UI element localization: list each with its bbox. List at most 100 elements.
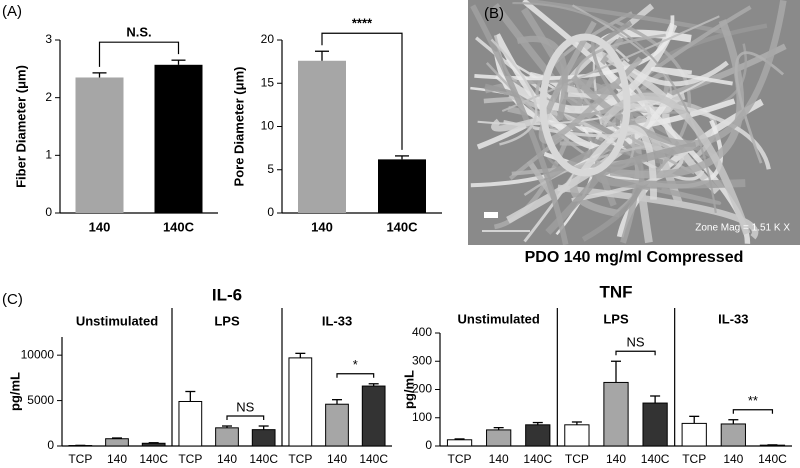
group-label: LPS xyxy=(603,311,629,326)
group-label: Unstimulated xyxy=(457,311,539,326)
x-tick-label: 140 xyxy=(606,452,626,466)
significance-bracket xyxy=(732,409,774,414)
y-tick-label: 10000 xyxy=(21,347,55,361)
significance-bracket xyxy=(615,350,656,356)
y-tick-label: 10 xyxy=(261,119,275,133)
y-tick-label: 2 xyxy=(45,90,52,104)
y-axis-label: Pore Diameter (μm) xyxy=(231,67,246,187)
x-tick-label: 140C xyxy=(249,452,278,466)
fiber xyxy=(491,113,554,132)
x-tick-label: 140C xyxy=(386,219,418,234)
bar xyxy=(251,429,276,447)
fiber xyxy=(599,92,751,235)
chart-title: IL-6 xyxy=(212,285,242,304)
bar xyxy=(603,381,629,447)
bar xyxy=(486,429,512,447)
y-tick-label: 200 xyxy=(412,382,432,396)
fiber xyxy=(596,141,746,189)
bar xyxy=(525,424,551,447)
x-tick-label: 140 xyxy=(89,219,111,234)
fiber xyxy=(734,51,785,164)
group-label: Unstimulated xyxy=(76,313,158,328)
significance-label: NS xyxy=(236,399,254,414)
x-tick-label: 140 xyxy=(311,219,333,234)
y-tick-label: 0 xyxy=(45,205,52,219)
x-tick-label: TCP xyxy=(448,452,472,466)
y-axis-label: pg/mL xyxy=(7,372,22,411)
bar xyxy=(642,402,668,447)
x-tick-label: TCP xyxy=(565,452,589,466)
x-tick-label: 140C xyxy=(359,452,388,466)
y-tick-label: 0 xyxy=(267,205,274,219)
y-axis-label: Fiber Diameter (μm) xyxy=(13,65,28,188)
bar xyxy=(154,64,203,214)
y-tick-label: 5000 xyxy=(27,393,54,407)
group-label: IL-33 xyxy=(718,311,748,326)
x-tick-label: 140 xyxy=(217,452,237,466)
x-tick-label: 140 xyxy=(107,452,127,466)
x-tick-label: 140C xyxy=(523,452,552,466)
y-tick-label: 15 xyxy=(261,75,275,89)
bar xyxy=(325,403,349,447)
x-tick-label: 140C xyxy=(758,452,787,466)
x-tick-label: 140C xyxy=(641,452,670,466)
bar xyxy=(564,424,590,447)
fiber xyxy=(494,22,678,114)
bar xyxy=(298,60,346,214)
bar xyxy=(446,439,473,447)
significance-label: **** xyxy=(352,16,373,31)
panel-label: (C) xyxy=(2,291,23,308)
fiber xyxy=(650,66,733,86)
panel-label: (B) xyxy=(484,5,504,22)
sem-image xyxy=(468,0,800,245)
y-tick-label: 20 xyxy=(261,32,275,46)
chart-title: TNF xyxy=(599,282,632,301)
group-label: IL-33 xyxy=(322,313,352,328)
significance-bracket xyxy=(226,415,265,421)
y-tick-label: 400 xyxy=(412,325,432,339)
x-tick-label: TCP xyxy=(288,452,312,466)
significance-label: N.S. xyxy=(126,25,151,40)
bar xyxy=(681,422,707,447)
bar xyxy=(75,77,124,213)
x-tick-label: 140 xyxy=(723,452,743,466)
x-tick-label: TCP xyxy=(178,452,202,466)
bar xyxy=(361,385,386,447)
x-tick-label: 140 xyxy=(489,452,509,466)
y-tick-label: 100 xyxy=(412,410,432,424)
x-tick-label: TCP xyxy=(68,452,92,466)
significance-bracket xyxy=(98,41,180,67)
bar xyxy=(141,442,166,447)
significance-label: NS xyxy=(627,335,645,350)
bar xyxy=(288,357,313,447)
bar xyxy=(105,438,129,447)
scale-icon xyxy=(484,212,498,218)
fiber xyxy=(490,38,538,146)
y-tick-label: 300 xyxy=(412,353,432,367)
significance-bracket xyxy=(336,373,375,378)
bar xyxy=(215,427,239,447)
bar xyxy=(378,159,426,213)
x-tick-label: 140 xyxy=(327,452,347,466)
x-tick-label: 140C xyxy=(163,219,195,234)
y-axis-label: pg/mL xyxy=(401,370,416,409)
fiber xyxy=(635,184,722,205)
bar xyxy=(720,423,746,447)
group-label: LPS xyxy=(214,313,240,328)
fiber xyxy=(512,2,717,214)
significance-bracket xyxy=(321,32,403,150)
fiber xyxy=(501,15,720,113)
x-tick-label: TCP xyxy=(682,452,706,466)
fiber xyxy=(474,15,675,81)
significance-label: ** xyxy=(748,393,758,408)
x-tick-label: 140C xyxy=(139,452,168,466)
y-tick-label: 1 xyxy=(45,148,52,162)
panel-label: (A) xyxy=(2,3,22,20)
bar xyxy=(178,400,203,447)
image-caption: PDO 140 mg/ml Compressed xyxy=(525,249,744,266)
y-tick-label: 0 xyxy=(425,438,432,452)
fiber xyxy=(568,92,771,170)
significance-label: * xyxy=(353,357,358,372)
fiber xyxy=(492,3,583,109)
y-tick-label: 5 xyxy=(267,162,274,176)
